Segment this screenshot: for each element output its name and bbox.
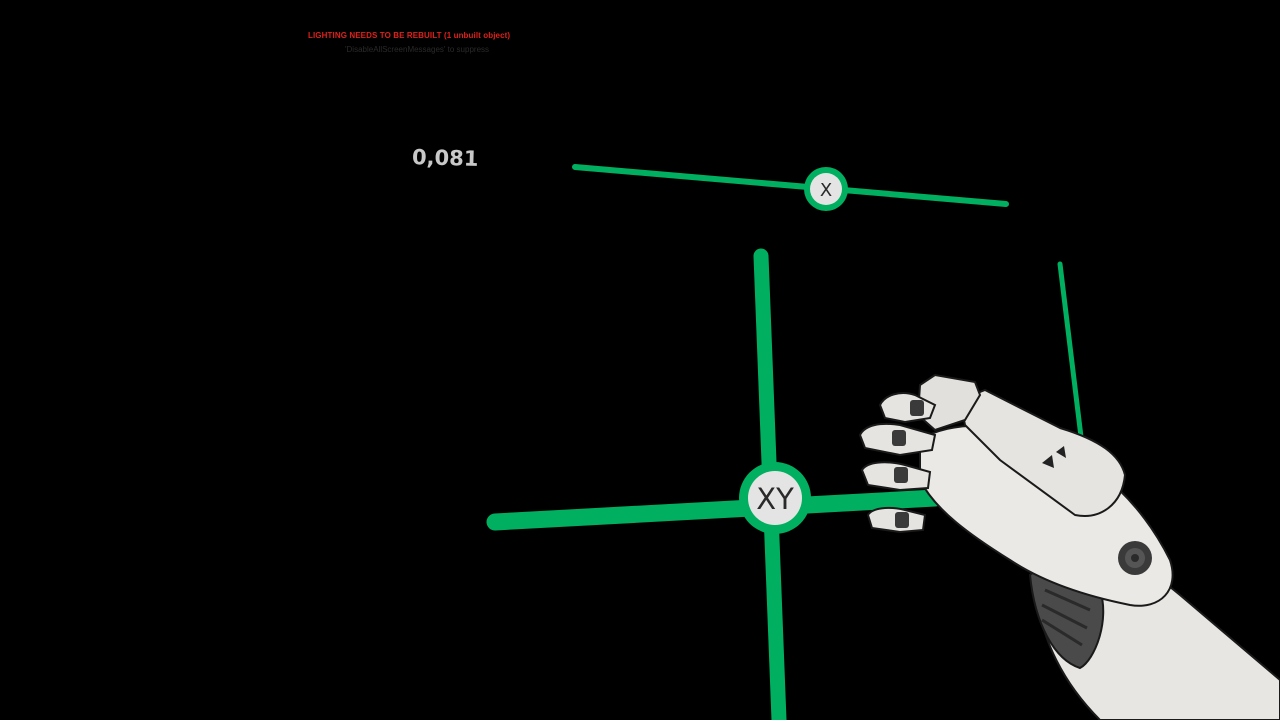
xy-pad-horizontal-axis[interactable] [486,489,944,531]
x-slider[interactable]: X [572,164,1009,211]
hand-finger-pinky [866,506,927,534]
xy-pad[interactable]: XY [486,248,1085,720]
xy-pad-handle-label: XY [756,482,794,516]
xy-pad-handle[interactable]: XY [739,462,811,534]
x-slider-handle[interactable]: X [804,167,848,211]
warning-hint: 'DisableAllScreenMessages' to suppress [345,45,490,54]
lighting-warning: LIGHTING NEEDS TO BE REBUILT (1 unbuilt … [308,31,511,40]
hand-finger-ring [860,461,932,492]
x-slider-track[interactable] [572,164,1009,207]
hand-thumb [958,388,1127,517]
vr-hand-model [858,373,1280,720]
x-slider-handle-label: X [820,180,832,201]
xy-pad-side-rail[interactable] [1057,261,1085,448]
hand-finger-index [878,392,937,424]
hand-finger-middle [858,422,937,457]
